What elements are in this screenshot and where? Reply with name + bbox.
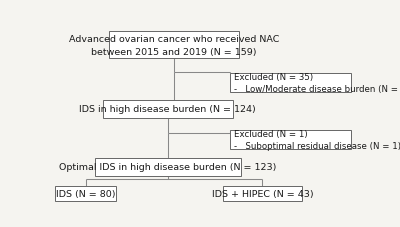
Text: Optimal IDS in high disease burden (N = 123): Optimal IDS in high disease burden (N = … — [59, 163, 276, 172]
FancyBboxPatch shape — [109, 32, 239, 59]
FancyBboxPatch shape — [223, 186, 302, 201]
FancyBboxPatch shape — [230, 130, 351, 150]
FancyBboxPatch shape — [103, 101, 233, 118]
Text: IDS in high disease burden (N = 124): IDS in high disease burden (N = 124) — [80, 105, 256, 114]
Text: Excluded (N = 1)
-   Suboptimal residual disease (N = 1): Excluded (N = 1) - Suboptimal residual d… — [234, 129, 400, 151]
Text: Excluded (N = 35)
-   Low/Moderate disease burden (N = 35): Excluded (N = 35) - Low/Moderate disease… — [234, 72, 400, 94]
FancyBboxPatch shape — [95, 158, 241, 176]
Text: IDS (N = 80): IDS (N = 80) — [56, 189, 116, 198]
FancyBboxPatch shape — [230, 74, 351, 93]
Text: Advanced ovarian cancer who received NAC
between 2015 and 2019 (N = 159): Advanced ovarian cancer who received NAC… — [69, 35, 279, 56]
FancyBboxPatch shape — [56, 186, 116, 201]
Text: IDS + HIPEC (N = 43): IDS + HIPEC (N = 43) — [212, 189, 313, 198]
